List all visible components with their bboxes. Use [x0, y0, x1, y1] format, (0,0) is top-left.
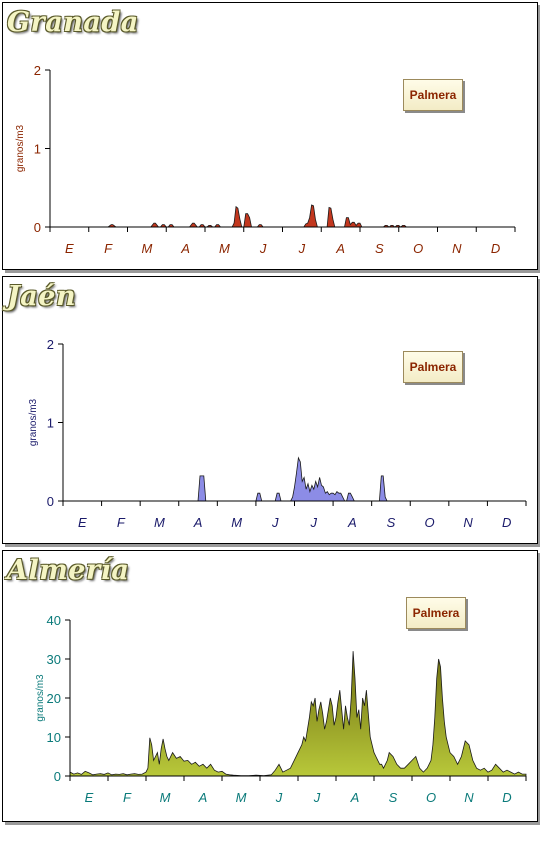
granada-title: Granada [7, 7, 139, 38]
granada-y-axis-label: granos/m3 [15, 124, 26, 172]
granada-month-label: E [65, 241, 74, 256]
granada-month-label: M [219, 241, 230, 256]
almeria-legend: Palmera [406, 597, 466, 629]
jaen-legend: Palmera [403, 351, 463, 383]
jaen-month-label: A [193, 515, 203, 530]
almeria-month-label: O [426, 790, 436, 805]
almeria-y-tick-label: 0 [54, 769, 61, 784]
almeria-month-label: J [313, 790, 321, 805]
almeria-series-area [69, 651, 527, 777]
almeria-month-label: A [350, 790, 360, 805]
granada-legend: Palmera [403, 79, 463, 111]
jaen-title: Jaén [7, 281, 77, 312]
granada-month-label: J [259, 241, 267, 256]
almeria-month-label: M [236, 790, 247, 805]
almeria-y-tick-label: 30 [47, 652, 61, 667]
almeria-month-label: M [160, 790, 171, 805]
almeria-month-label: N [464, 790, 474, 805]
almeria-month-label: A [198, 790, 208, 805]
granada-month-label: N [452, 241, 462, 256]
jaen-month-label: J [271, 515, 279, 530]
jaen-month-label: S [387, 515, 396, 530]
almeria-month-label: J [275, 790, 283, 805]
jaen-month-label: N [463, 515, 473, 530]
almeria-y-tick-label: 10 [47, 730, 61, 745]
almeria-y-tick-label: 40 [47, 613, 61, 628]
almeria-month-label: F [123, 790, 132, 805]
jaen-y-tick-label: 2 [47, 337, 54, 352]
jaen-y-tick-label: 1 [47, 416, 54, 431]
granada-month-label: D [491, 241, 500, 256]
granada-month-label: F [104, 241, 113, 256]
jaen-month-label: E [78, 515, 87, 530]
jaen-month-label: F [117, 515, 126, 530]
jaen-y-tick-label: 0 [47, 494, 54, 509]
jaen-series-area [63, 456, 526, 502]
granada-y-tick-label: 1 [34, 142, 41, 157]
granada-series-area [50, 204, 515, 228]
jaen-month-label: O [424, 515, 434, 530]
jaen-month-label: M [231, 515, 242, 530]
granada-month-label: S [375, 241, 384, 256]
granada-y-tick-label: 0 [34, 220, 41, 235]
granada-month-label: A [180, 241, 190, 256]
granada-month-label: J [298, 241, 306, 256]
almeria-month-label: S [389, 790, 398, 805]
jaen-month-label: A [347, 515, 357, 530]
jaen-month-label: D [502, 515, 511, 530]
granada-month-label: M [141, 241, 152, 256]
almeria-month-label: E [85, 790, 94, 805]
granada-month-label: O [413, 241, 423, 256]
jaen-month-label: M [154, 515, 165, 530]
jaen-y-axis-label: granos/m3 [28, 398, 39, 446]
almeria-month-label: D [502, 790, 511, 805]
almeria-title: Almería [7, 555, 130, 586]
almeria-y-axis-label: granos/m3 [35, 674, 46, 722]
granada-y-tick-label: 2 [34, 63, 41, 78]
granada-month-label: A [335, 241, 345, 256]
almeria-y-tick-label: 20 [47, 691, 61, 706]
jaen-month-label: J [310, 515, 318, 530]
